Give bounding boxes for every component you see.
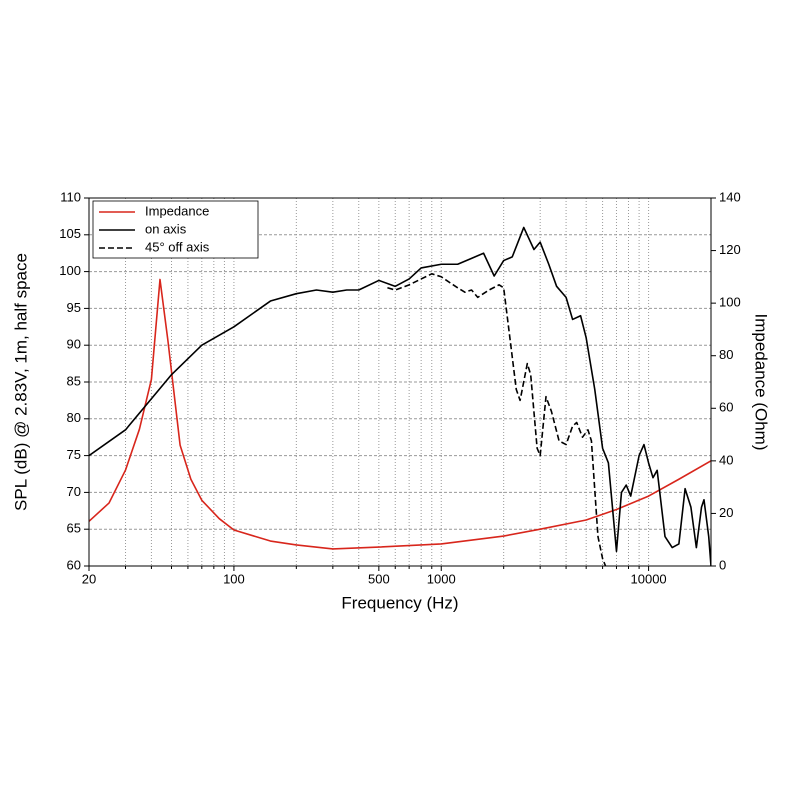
x-tick-label: 1000 xyxy=(427,571,456,586)
y2-tick-label: 100 xyxy=(719,295,741,310)
y2-tick-label: 40 xyxy=(719,452,733,467)
y-tick-label: 110 xyxy=(60,189,81,204)
x-tick-label: 500 xyxy=(368,571,390,586)
y2-tick-label: 20 xyxy=(719,505,733,520)
legend-label: on axis xyxy=(145,221,187,236)
y-tick-label: 100 xyxy=(59,263,81,278)
y2-tick-label: 120 xyxy=(719,242,741,257)
y-tick-label: 105 xyxy=(59,226,81,241)
y-tick-label: 95 xyxy=(67,300,81,315)
x-tick-label: 100 xyxy=(223,571,245,586)
y2-axis-label: Impedance (Ohm) xyxy=(752,314,771,451)
y-tick-label: 60 xyxy=(67,557,81,572)
series-line xyxy=(387,273,607,566)
legend-label: Impedance xyxy=(145,203,209,218)
y2-tick-label: 140 xyxy=(719,189,741,204)
x-axis-label: Frequency (Hz) xyxy=(341,593,458,612)
y-tick-label: 90 xyxy=(67,337,81,352)
series-line xyxy=(89,226,711,566)
y-tick-label: 75 xyxy=(67,447,81,462)
x-tick-label: 20 xyxy=(82,571,96,586)
y2-tick-label: 0 xyxy=(719,557,726,572)
series-line xyxy=(89,278,711,550)
y-tick-label: 70 xyxy=(67,484,81,499)
plot-frame xyxy=(88,197,712,567)
x-tick-label: 10000 xyxy=(631,571,667,586)
y2-tick-label: 80 xyxy=(719,347,733,362)
y-tick-label: 65 xyxy=(67,521,81,536)
y-tick-label: 85 xyxy=(67,373,81,388)
legend-label: 45° off axis xyxy=(145,239,210,254)
y2-tick-label: 60 xyxy=(719,400,733,415)
y-axis-label: SPL (dB) @ 2.83V, 1m, half space xyxy=(11,253,30,511)
y-tick-label: 80 xyxy=(67,410,81,425)
